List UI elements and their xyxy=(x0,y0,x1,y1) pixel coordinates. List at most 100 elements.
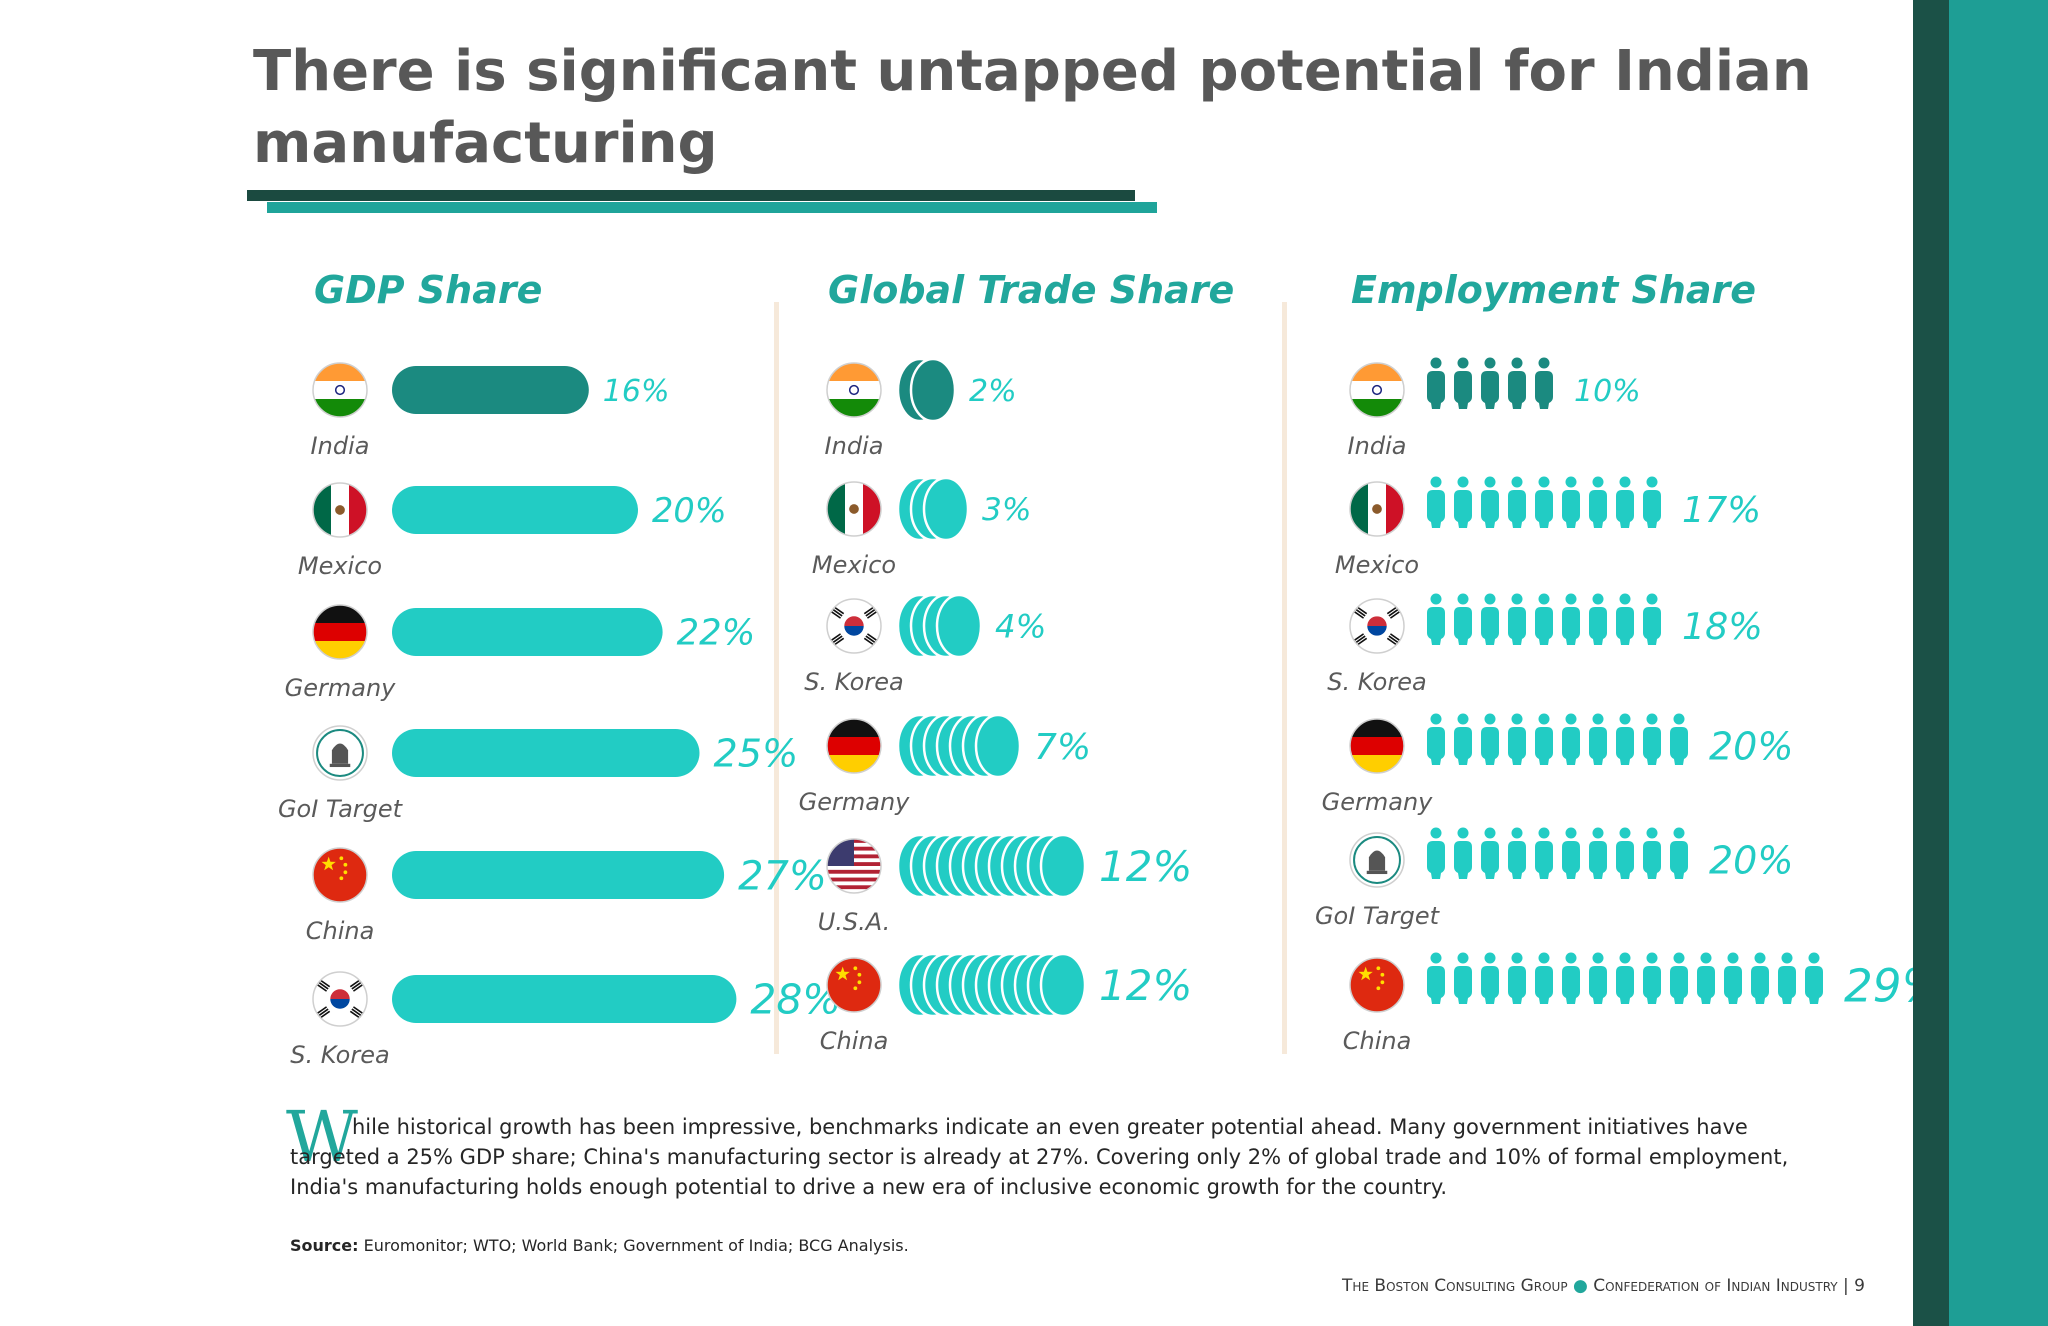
source-label: Source: xyxy=(290,1236,359,1255)
coin-icon xyxy=(974,713,1022,779)
gdp-bar xyxy=(392,729,700,777)
person-icon xyxy=(1508,827,1526,879)
gdp-category-label: Germany xyxy=(285,674,397,702)
coin-icon xyxy=(1039,952,1087,1018)
person-icon xyxy=(1805,952,1823,1004)
gdp-category-label: GoI Target xyxy=(278,795,404,823)
trade-category-label: China xyxy=(820,1027,889,1055)
trade-value-label: 4% xyxy=(995,608,1046,646)
flag-china-icon xyxy=(312,847,368,903)
person-icon xyxy=(1454,827,1472,879)
person-icon xyxy=(1562,952,1580,1004)
person-icon xyxy=(1670,952,1688,1004)
flag-goi-icon xyxy=(1349,832,1405,888)
employment-value-label: 10% xyxy=(1574,374,1641,409)
person-icon xyxy=(1616,593,1634,645)
gdp-value-label: 20% xyxy=(652,491,727,530)
person-icon xyxy=(1616,952,1634,1004)
person-icon xyxy=(1724,952,1742,1004)
page-footer: The Boston Consulting Group ● Confederat… xyxy=(1342,1276,1865,1296)
trade-coin-stack xyxy=(896,713,1022,779)
person-icon xyxy=(1427,476,1445,528)
person-icon xyxy=(1535,593,1553,645)
person-icon xyxy=(1508,713,1526,765)
person-icon xyxy=(1427,952,1445,1004)
trade-category-label: S. Korea xyxy=(804,668,903,696)
employment-value-label: 20% xyxy=(1709,839,1793,883)
person-icon xyxy=(1454,593,1472,645)
person-icon xyxy=(1454,713,1472,765)
person-icon xyxy=(1589,952,1607,1004)
person-icon xyxy=(1481,713,1499,765)
employment-category-label: S. Korea xyxy=(1327,668,1426,696)
gdp-value-label: 27% xyxy=(738,853,827,899)
sidebar-teal-stripe xyxy=(1949,0,2048,1326)
person-icon xyxy=(1508,593,1526,645)
person-icon xyxy=(1535,357,1553,409)
flag-korea-icon xyxy=(312,971,368,1027)
gdp-category-label: S. Korea xyxy=(290,1041,389,1069)
sidebar-dark-stripe xyxy=(1913,0,1949,1326)
trade-category-label: India xyxy=(825,432,884,460)
title-underline-dark xyxy=(247,190,1135,201)
person-icon xyxy=(1427,357,1445,409)
flag-china-icon xyxy=(826,957,882,1013)
person-icon xyxy=(1670,713,1688,765)
flag-usa-icon xyxy=(826,838,882,894)
person-icon xyxy=(1481,952,1499,1004)
employment-category-label: India xyxy=(1348,432,1407,460)
person-icon xyxy=(1616,476,1634,528)
person-icon xyxy=(1589,593,1607,645)
body-paragraph: hile historical growth has been impressi… xyxy=(290,1112,1830,1202)
gdp-bar xyxy=(392,608,663,656)
person-icon xyxy=(1481,593,1499,645)
trade-value-label: 3% xyxy=(982,492,1031,528)
gdp-category-label: Mexico xyxy=(298,552,382,580)
person-icon xyxy=(1562,713,1580,765)
flag-india-icon xyxy=(826,362,882,418)
person-icon xyxy=(1670,827,1688,879)
person-icon xyxy=(1427,827,1445,879)
gdp-category-label: India xyxy=(311,432,370,460)
person-icon xyxy=(1481,476,1499,528)
person-icon xyxy=(1427,593,1445,645)
flag-china-icon xyxy=(1349,957,1405,1013)
person-icon xyxy=(1562,476,1580,528)
gdp-category-label: China xyxy=(306,917,375,945)
trade-category-label: Germany xyxy=(799,788,911,816)
column-divider-1 xyxy=(774,302,779,1054)
coin-icon xyxy=(922,476,970,542)
person-icon xyxy=(1454,952,1472,1004)
trade-category-label: U.S.A. xyxy=(818,908,891,936)
employment-value-label: 20% xyxy=(1709,725,1793,769)
flag-germany-icon xyxy=(1349,718,1405,774)
flag-mexico-icon xyxy=(1349,481,1405,537)
person-icon xyxy=(1454,357,1472,409)
title-underline-teal xyxy=(267,202,1157,213)
body-dropcap: W xyxy=(286,1096,358,1178)
person-icon xyxy=(1616,827,1634,879)
person-icon xyxy=(1508,357,1526,409)
person-icon xyxy=(1562,827,1580,879)
gdp-value-label: 16% xyxy=(603,374,670,409)
footer-page-number: 9 xyxy=(1854,1276,1865,1296)
gdp-bar xyxy=(392,366,589,414)
person-icon xyxy=(1535,713,1553,765)
gdp-panel-title: GDP Share xyxy=(314,268,543,312)
person-icon xyxy=(1481,357,1499,409)
flag-mexico-icon xyxy=(312,482,368,538)
person-icon xyxy=(1427,713,1445,765)
person-icon xyxy=(1643,593,1661,645)
trade-coin-stack xyxy=(896,952,1087,1018)
employment-category-label: Mexico xyxy=(1335,551,1419,579)
coin-icon xyxy=(909,357,957,423)
column-divider-2 xyxy=(1282,302,1287,1054)
person-icon xyxy=(1589,476,1607,528)
flag-india-icon xyxy=(312,362,368,418)
person-icon xyxy=(1697,952,1715,1004)
employment-value-label: 17% xyxy=(1682,490,1761,531)
flag-germany-icon xyxy=(312,604,368,660)
person-icon xyxy=(1589,827,1607,879)
person-icon xyxy=(1643,713,1661,765)
flag-germany-icon xyxy=(826,718,882,774)
